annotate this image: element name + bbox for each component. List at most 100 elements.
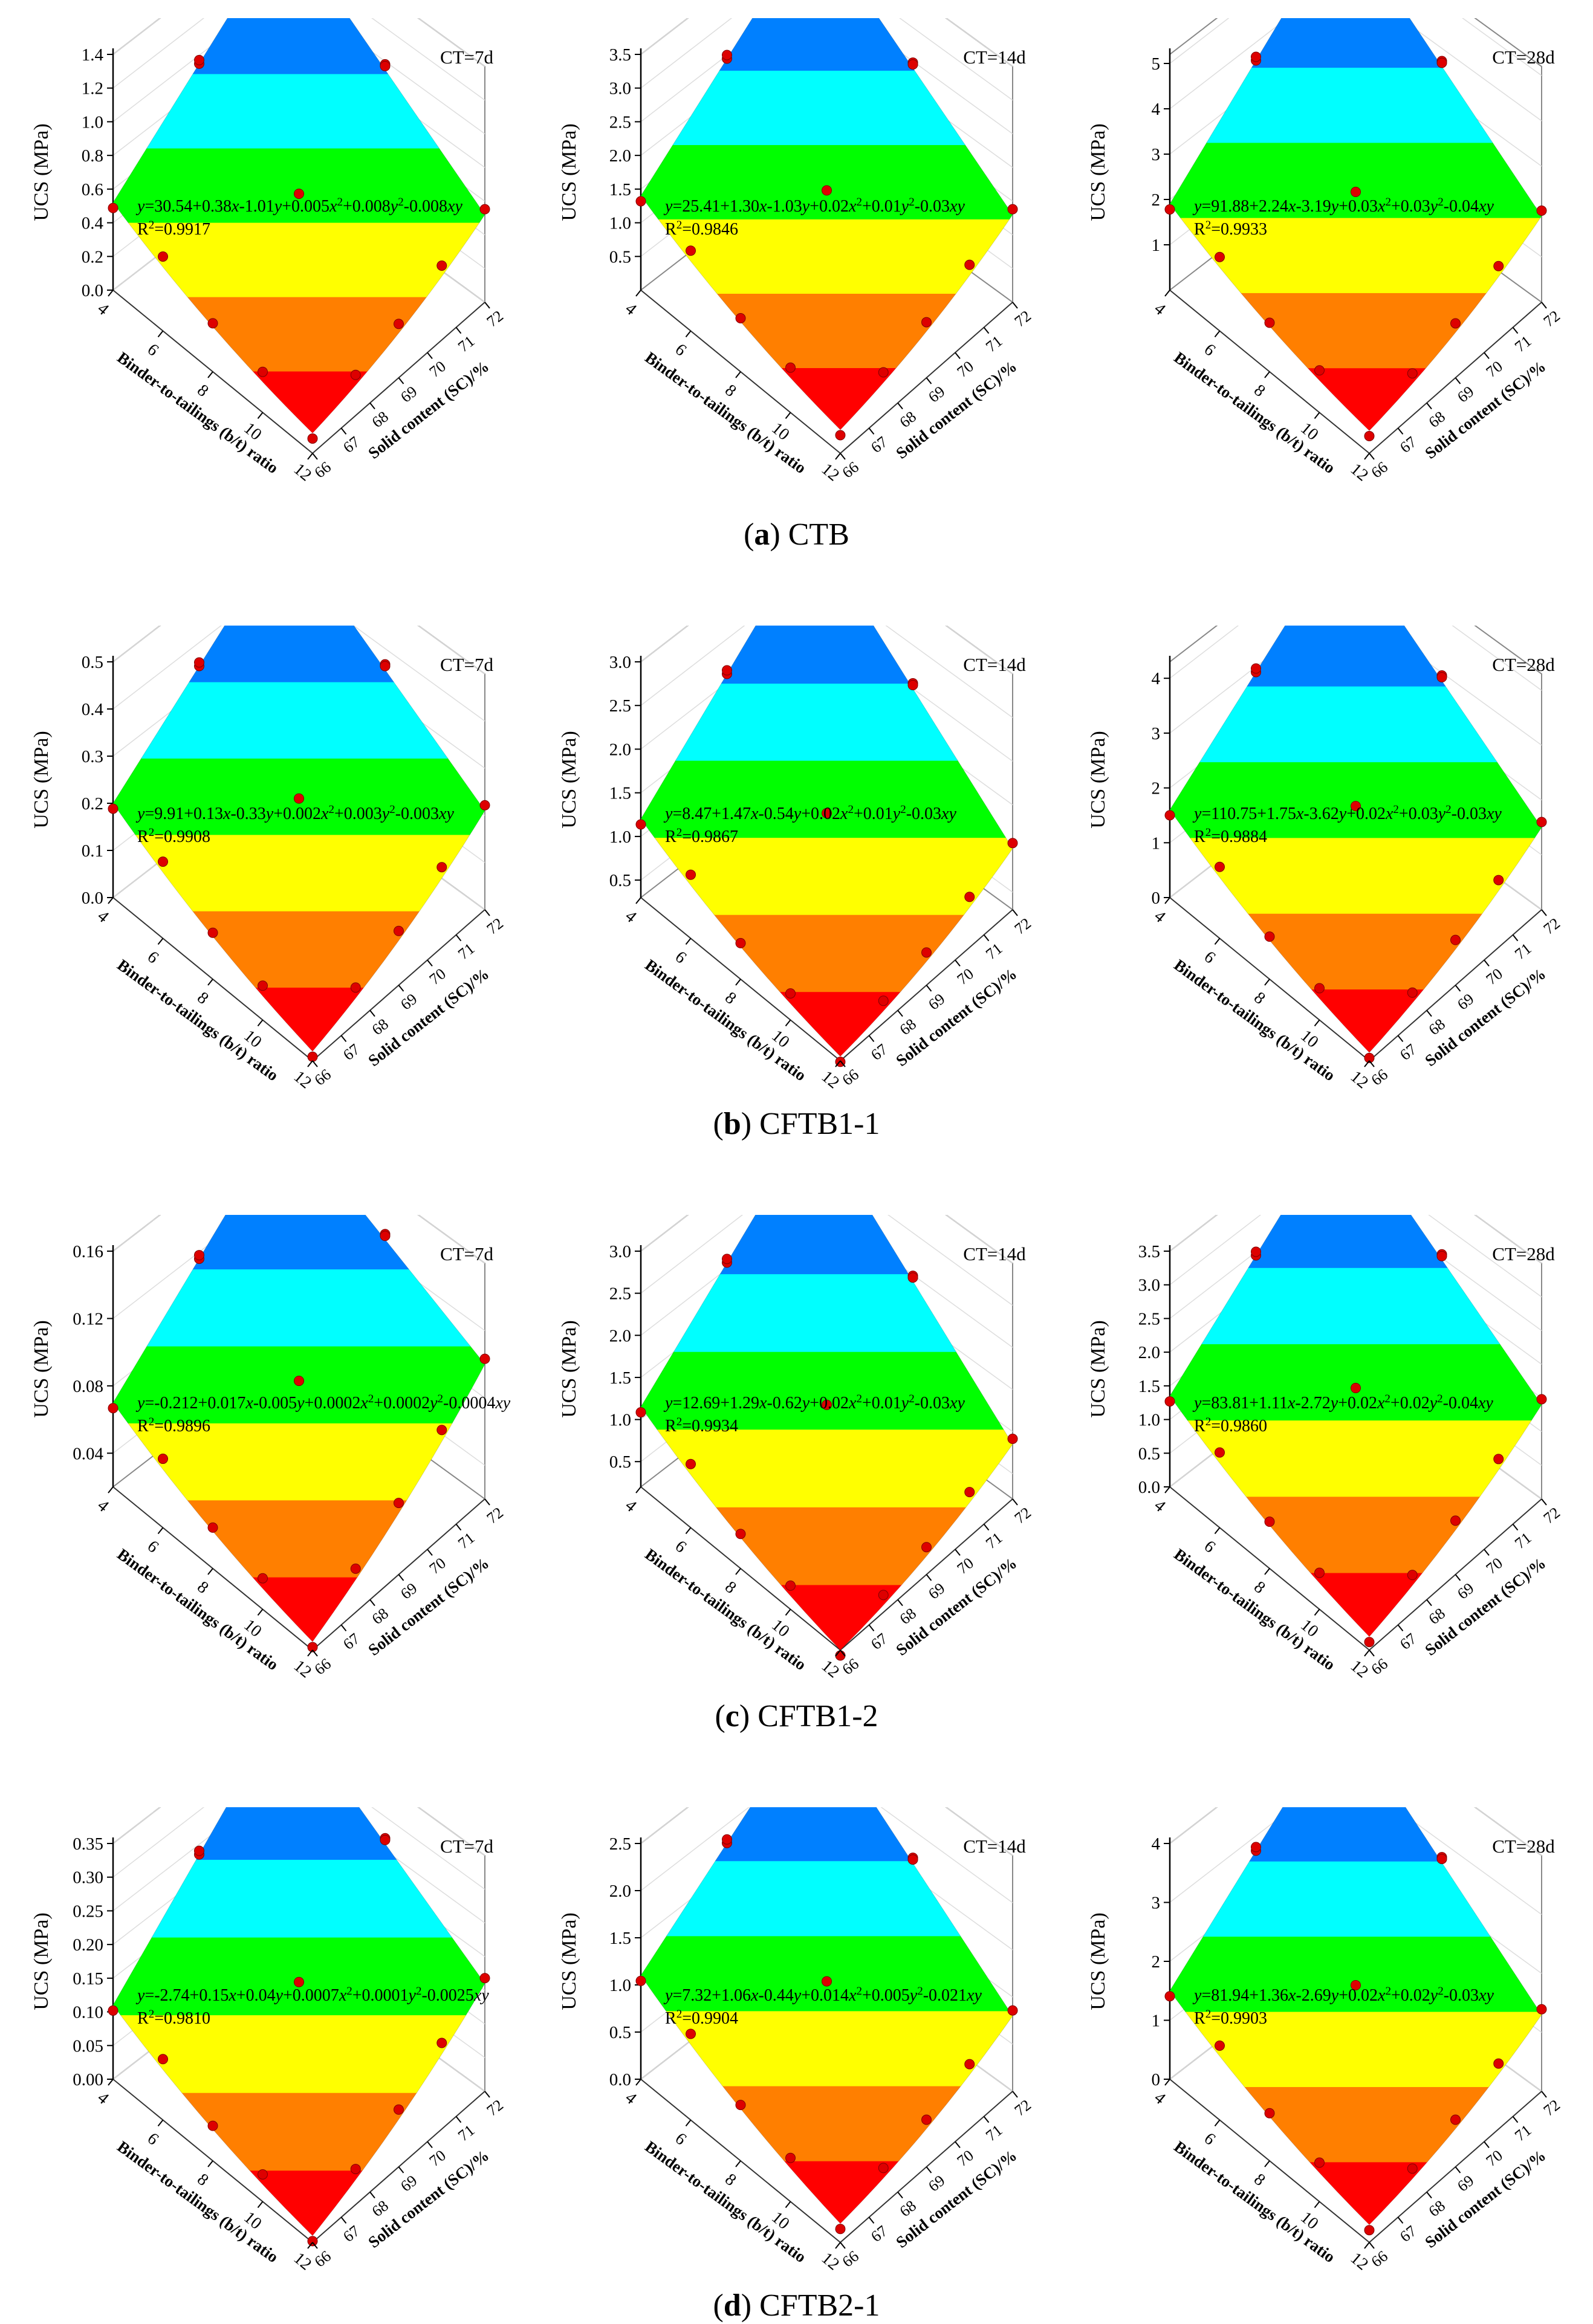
contour-band	[1170, 141, 1542, 218]
surface-outline	[112, 18, 485, 434]
eq-var: y	[663, 197, 673, 216]
data-point	[1436, 672, 1447, 683]
x-tick-label: 4	[94, 1496, 112, 1516]
data-point	[1493, 2058, 1504, 2069]
eq-c2: +0.005	[862, 1986, 910, 2005]
eq-var: y	[407, 1986, 417, 2005]
y-tick	[1512, 1524, 1519, 1531]
y-tick-label: 70	[426, 1554, 449, 1578]
fit-equation: y=-0.212+0.017x-0.005y+0.0002x2+0.0002y2…	[135, 1393, 511, 1413]
z-tick-label: 0.8	[82, 146, 103, 166]
eq-var: y	[900, 197, 909, 216]
contour-band	[1170, 1495, 1542, 1573]
caption-name: CFTB1-2	[758, 1699, 878, 1733]
eq-prefix: =25.41+1.30	[672, 197, 759, 216]
y-tick	[1512, 2116, 1519, 2123]
z-tick-label: 0.30	[73, 1868, 103, 1888]
eq-var: xy	[1478, 1394, 1493, 1413]
data-point	[921, 317, 932, 328]
y-tick-label: 71	[982, 940, 1005, 963]
y-tick	[1455, 377, 1461, 384]
eq-var: y	[1329, 1986, 1339, 2005]
gridline	[880, 1807, 1013, 1903]
y-tick	[1426, 403, 1432, 410]
y-tick	[398, 377, 404, 384]
panel-ctb-28d: 1 2 3 4 5 UCS (MPa) 4 6 8 10 12 Binder-to-tailings …	[1064, 18, 1590, 496]
data-point	[1007, 2005, 1018, 2016]
gridline	[640, 18, 733, 89]
y-tick	[484, 909, 490, 916]
r-squared: R2=0.9917	[137, 219, 210, 239]
eq-mid: -1.01	[239, 197, 274, 216]
eq-sup: 2	[909, 1393, 915, 1405]
y-tick-label: 72	[1011, 914, 1034, 938]
contour-band	[641, 1506, 1013, 1585]
y-tick	[398, 985, 404, 992]
x-tick	[108, 2079, 114, 2086]
z-tick-label: 3	[1152, 724, 1161, 743]
y-axis-label: Solid content (SC)/%	[1421, 965, 1549, 1070]
y-tick	[1369, 453, 1375, 460]
subfigure-caption: (d) CFTB2-1	[713, 2288, 880, 2323]
y-tick	[1541, 302, 1547, 309]
figure-row-ctb: 0.0 0.2 0.4 0.6 0.8 1.0 1.2 1.4 UCS (MPa) 4 6 8 10 12…	[0, 0, 1593, 485]
data-point	[207, 927, 218, 938]
eq-var: y	[800, 1394, 810, 1413]
eq-var: xy	[495, 1394, 510, 1413]
data-point	[258, 1573, 268, 1584]
data-point	[1364, 1052, 1375, 1063]
surface-outline	[640, 1807, 1013, 2224]
x-tick	[1214, 937, 1221, 945]
r2-symbol: R	[1194, 1417, 1205, 1436]
y-tick-label: 70	[1483, 1554, 1506, 1578]
data-point	[258, 366, 268, 377]
y-tick	[955, 2141, 961, 2148]
gridline	[945, 626, 1013, 675]
gridline	[1169, 18, 1288, 109]
y-tick-label: 67	[868, 433, 891, 456]
caption-letter: c	[725, 1699, 739, 1733]
x-tick-label: 12	[1347, 2249, 1372, 2274]
z-tick-label: 3.0	[1138, 1276, 1160, 1295]
ct-label: CT=14d	[963, 47, 1026, 68]
r2-symbol: R	[137, 220, 149, 239]
eq-var: y	[274, 1986, 284, 2005]
gridline	[640, 1215, 744, 1294]
z-tick-label: 1.5	[609, 180, 631, 199]
r-squared: R2=0.9934	[665, 1416, 738, 1436]
surface-outline	[640, 1215, 1013, 1651]
z-tick-label: 0.6	[82, 180, 103, 199]
y-tick-label: 70	[1483, 965, 1506, 988]
gridline	[371, 18, 485, 101]
z-tick-label: 0.15	[73, 1969, 103, 1989]
y-tick-label: 69	[925, 1579, 948, 1603]
r2-value: =0.9810	[154, 2009, 210, 2028]
data-point	[1264, 317, 1275, 328]
data-point	[686, 2028, 696, 2039]
x-tick	[735, 1568, 741, 1575]
r2-symbol: R	[665, 2009, 676, 2028]
x-tick-label: 6	[144, 340, 163, 360]
gridline	[887, 1215, 1013, 1306]
data-point	[350, 1563, 361, 1574]
eq-var: y	[273, 197, 282, 216]
y-tick-label: 68	[369, 1605, 392, 1628]
eq-var: x	[1377, 1986, 1386, 2005]
eq-var: x	[840, 804, 848, 823]
z-tick-label: 4	[1152, 669, 1161, 688]
eq-var: y	[135, 1986, 145, 2005]
eq-var: x	[339, 1986, 347, 2005]
figure-row-cftb2-1: 0.00 0.05 0.10 0.15 0.20 0.25 0.30 0.35 UCS (MPa…	[0, 1789, 1593, 2274]
x-tick	[685, 2119, 692, 2127]
data-point	[394, 2104, 404, 2115]
y-axis-label: Solid content (SC)/%	[1421, 1554, 1549, 1659]
data-point	[635, 1975, 646, 1986]
z-tick-label: 1.5	[1138, 1377, 1160, 1396]
y-tick-label: 68	[369, 408, 392, 432]
eq-sup: 2	[856, 1985, 862, 1998]
gridline	[885, 626, 1013, 718]
y-tick	[840, 2242, 846, 2249]
